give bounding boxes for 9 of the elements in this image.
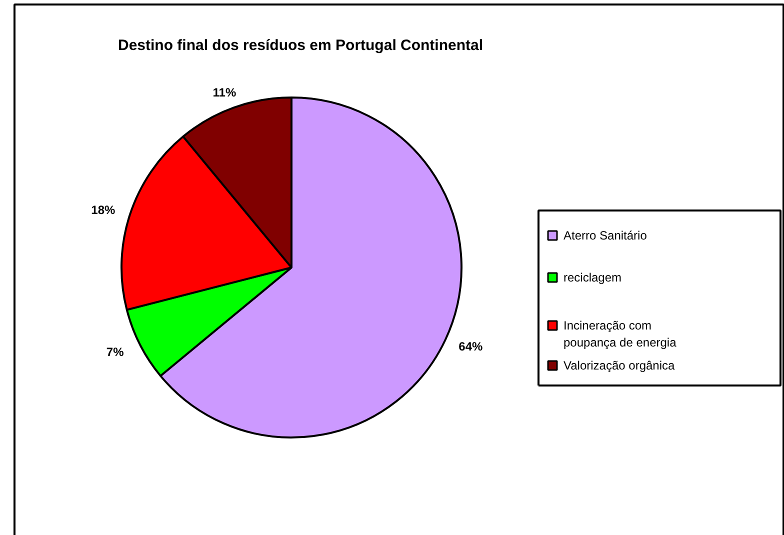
- data-label: 7%: [106, 344, 124, 359]
- data-label: 18%: [91, 203, 116, 218]
- chart-title: Destino final dos resíduos em Portugal Continental: [118, 37, 484, 54]
- legend-label: reciclagem: [564, 270, 622, 284]
- data-label: 11%: [212, 85, 236, 100]
- legend-label: Valorização orgânica: [564, 358, 675, 372]
- legend-label: Incineração com poupança de energia: [564, 318, 677, 350]
- legend-label: Aterro Sanitário: [564, 228, 648, 242]
- data-label: 64%: [458, 340, 483, 354]
